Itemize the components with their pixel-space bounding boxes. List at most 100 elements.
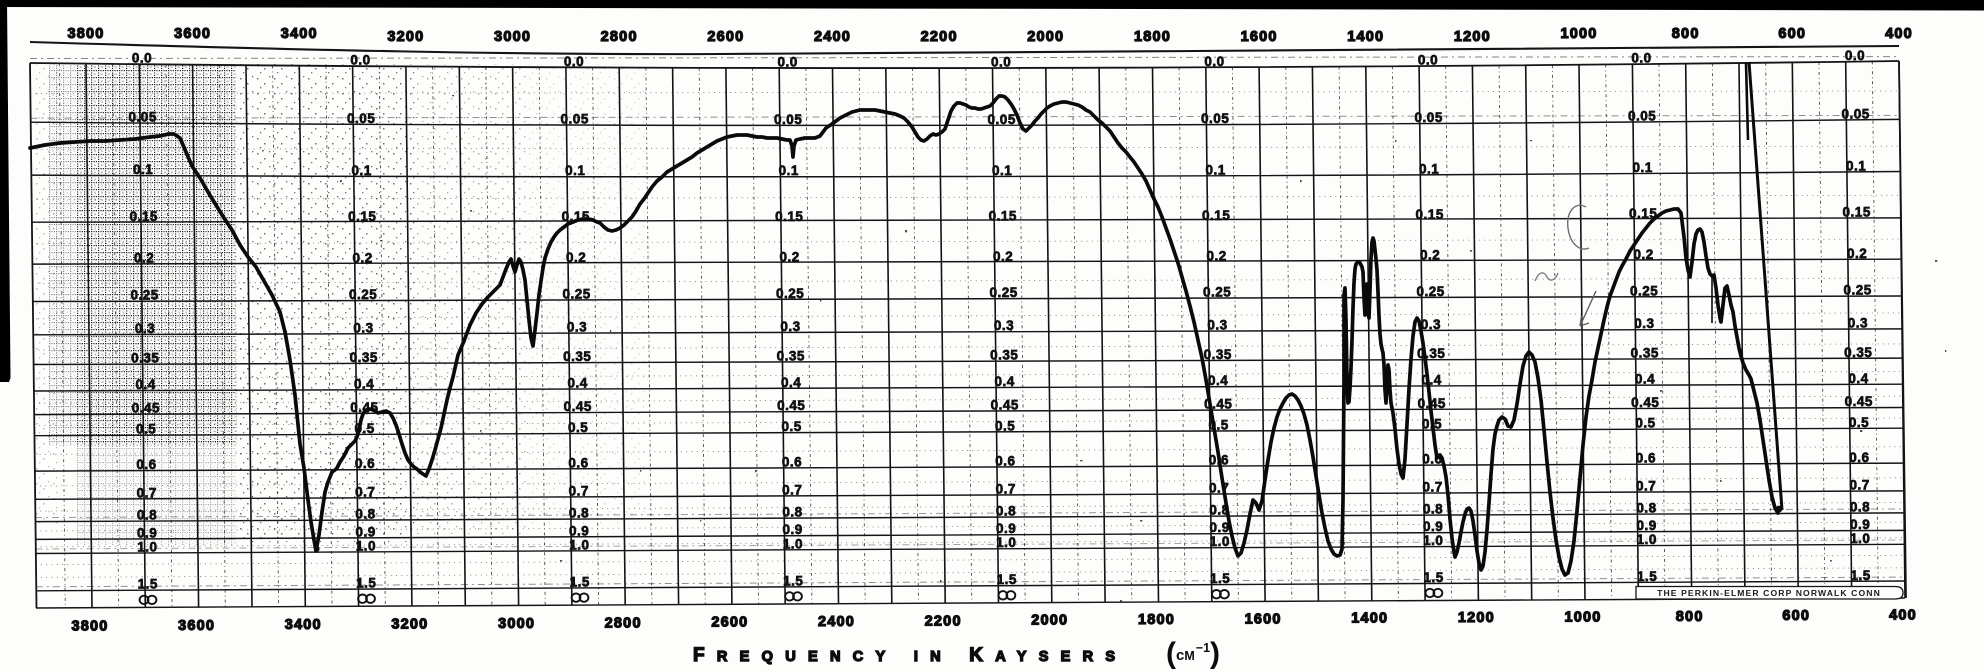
svg-text:3600: 3600 [174,26,211,42]
svg-text:0.7: 0.7 [1850,478,1870,493]
svg-text:0.35: 0.35 [563,349,591,364]
svg-text:0.1: 0.1 [992,163,1012,178]
svg-text:0.4: 0.4 [135,377,155,392]
svg-text:0.3: 0.3 [1848,316,1868,331]
svg-text:1.0: 1.0 [137,539,157,554]
svg-text:0.25: 0.25 [1630,283,1658,298]
svg-text:2000: 2000 [1027,29,1064,45]
svg-text:1.5: 1.5 [1424,570,1444,585]
svg-text:0.25: 0.25 [1416,284,1444,299]
svg-text:3600: 3600 [178,618,215,634]
svg-text:0.25: 0.25 [562,287,590,302]
svg-text:3000: 3000 [494,29,531,45]
svg-text:0.1: 0.1 [1419,161,1439,176]
svg-text:0.4: 0.4 [994,374,1014,389]
svg-text:0.5: 0.5 [995,418,1015,433]
svg-text:400: 400 [1885,26,1913,42]
svg-text:400: 400 [1889,608,1917,624]
svg-text:3800: 3800 [67,26,104,42]
svg-text:600: 600 [1782,608,1810,624]
svg-text:0.15: 0.15 [775,209,803,224]
svg-text:0.35: 0.35 [1631,346,1659,361]
svg-text:1800: 1800 [1138,612,1175,628]
svg-text:0.6: 0.6 [1849,450,1869,465]
svg-text:3800: 3800 [71,619,108,635]
svg-text:0.05: 0.05 [1841,106,1869,121]
svg-text:1.0: 1.0 [783,536,803,551]
svg-text:0.25: 0.25 [1203,285,1231,300]
svg-text:0.05: 0.05 [347,111,375,126]
svg-text:1.5: 1.5 [1210,571,1230,586]
svg-text:0.4: 0.4 [1208,373,1228,388]
svg-text:0.0: 0.0 [132,51,152,66]
svg-text:1400: 1400 [1347,29,1384,45]
svg-text:1.0: 1.0 [996,535,1016,550]
svg-text:0.1: 0.1 [1206,162,1226,177]
svg-text:0.7: 0.7 [1636,479,1656,494]
svg-text:2800: 2800 [605,615,642,631]
svg-text:0.45: 0.45 [1845,394,1873,409]
svg-text:3000: 3000 [498,616,535,632]
svg-text:0.1: 0.1 [1633,160,1653,175]
svg-text:0.4: 0.4 [567,376,587,391]
svg-text:0.0: 0.0 [1418,53,1438,68]
svg-text:0.35: 0.35 [1417,346,1445,361]
svg-text:0.5: 0.5 [1635,416,1655,431]
svg-text:0.2: 0.2 [993,249,1013,264]
svg-text:0.3: 0.3 [353,320,373,335]
svg-text:0.5: 0.5 [568,420,588,435]
svg-text:0.15: 0.15 [348,209,376,224]
svg-text:0.7: 0.7 [1423,480,1443,495]
svg-text:0.2: 0.2 [1634,247,1654,262]
svg-text:0.2: 0.2 [134,251,154,266]
svg-text:0.4: 0.4 [1421,372,1441,387]
svg-text:0.9: 0.9 [356,524,376,539]
svg-text:1.5: 1.5 [356,576,376,591]
svg-text:1.0: 1.0 [569,537,589,552]
svg-text:0.6: 0.6 [355,456,375,471]
svg-text:0.3: 0.3 [780,319,800,334]
svg-text:0.15: 0.15 [1843,205,1871,220]
svg-text:0.7: 0.7 [355,484,375,499]
svg-text:0.4: 0.4 [1848,371,1868,386]
svg-text:0.9: 0.9 [1423,519,1443,534]
svg-text:1.0: 1.0 [1850,531,1870,546]
svg-text:0.3: 0.3 [1207,318,1227,333]
svg-text:0.9: 0.9 [996,521,1016,536]
svg-text:0.2: 0.2 [353,250,373,265]
svg-text:0.9: 0.9 [569,523,589,538]
svg-text:0.5: 0.5 [136,422,156,437]
svg-text:1.0: 1.0 [1423,533,1443,548]
svg-text:0.05: 0.05 [129,110,157,125]
svg-text:0.25: 0.25 [776,286,804,301]
svg-text:0.4: 0.4 [781,375,801,390]
svg-text:0.3: 0.3 [567,320,587,335]
svg-text:1000: 1000 [1560,26,1597,42]
svg-text:0.05: 0.05 [1415,110,1443,125]
svg-text:0.5: 0.5 [781,419,801,434]
svg-text:0.45: 0.45 [777,398,805,413]
svg-text:0.25: 0.25 [130,288,158,303]
svg-text:0.8: 0.8 [1423,502,1443,517]
svg-text:(cM−1): (cM−1) [1166,637,1220,670]
svg-text:0.6: 0.6 [995,453,1015,468]
svg-text:0.6: 0.6 [568,455,588,470]
svg-text:1.5: 1.5 [570,574,590,589]
svg-text:0.45: 0.45 [132,401,160,416]
svg-text:0.05: 0.05 [1628,108,1656,123]
svg-text:2200: 2200 [921,29,958,45]
svg-text:0.1: 0.1 [133,162,153,177]
svg-text:0.35: 0.35 [777,348,805,363]
svg-text:0.8: 0.8 [569,506,589,521]
svg-text:0.0: 0.0 [1204,54,1224,69]
svg-text:0.4: 0.4 [354,376,374,391]
svg-text:2600: 2600 [711,615,748,631]
svg-text:1.0: 1.0 [1210,534,1230,549]
svg-text:0.3: 0.3 [135,321,155,336]
svg-text:0.25: 0.25 [989,285,1017,300]
svg-text:0.15: 0.15 [1202,208,1230,223]
svg-text:0.25: 0.25 [1843,283,1871,298]
svg-text:0.2: 0.2 [1847,246,1867,261]
svg-text:600: 600 [1778,26,1806,42]
svg-text:0.8: 0.8 [1850,500,1870,515]
